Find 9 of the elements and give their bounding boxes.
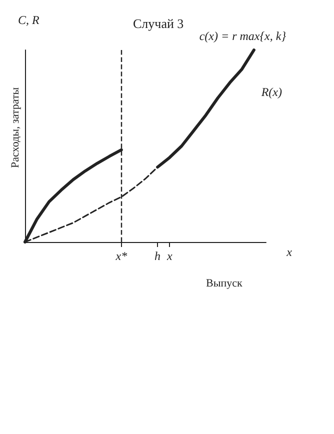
annotation: R(x) [260, 85, 282, 99]
text: c(x) = r max{x, k} [199, 29, 286, 43]
x-axis-title: Выпуск [206, 278, 243, 290]
y-axis-title: Расходы, затраты [10, 86, 22, 168]
text: C, R [18, 13, 40, 27]
chart-title: Случай 3 [133, 16, 184, 31]
x-tick-label: x [166, 249, 173, 263]
x-tick-label: x* [114, 249, 128, 263]
x-tick-label: h [154, 249, 161, 263]
